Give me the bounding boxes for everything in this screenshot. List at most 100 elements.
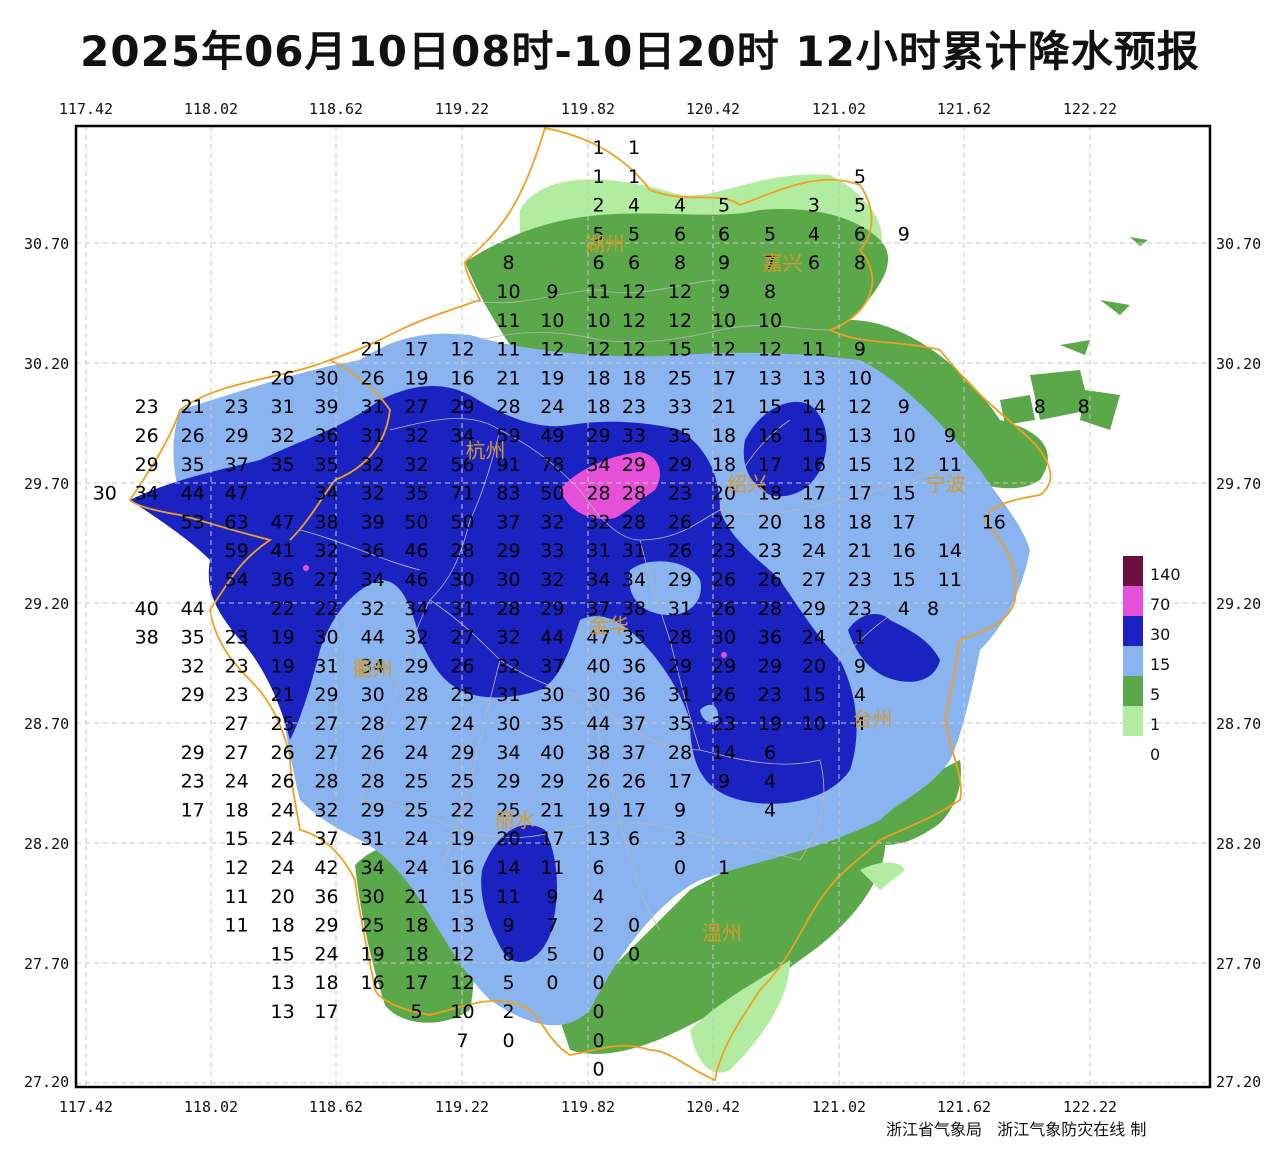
grid-value: 10 — [848, 367, 872, 389]
city-label: 丽水 — [495, 808, 535, 832]
lon-tick-bottom: 119.22 — [434, 1098, 490, 1116]
grid-value: 29 — [802, 598, 826, 620]
precip-area-30-70-lishui — [481, 824, 557, 963]
grid-value: 31 — [668, 598, 692, 620]
grid-value: 17 — [892, 511, 916, 533]
grid-value: 34 — [314, 483, 338, 505]
grid-value: 21 — [496, 367, 520, 389]
grid-value: 8 — [764, 281, 776, 303]
grid-value: 1 — [718, 857, 730, 879]
lat-tick-right: 28.70 — [1216, 715, 1262, 733]
grid-value: 37 — [622, 742, 646, 764]
grid-value: 19 — [404, 367, 428, 389]
grid-value: 12 — [450, 972, 474, 994]
grid-value: 12 — [450, 943, 474, 965]
grid-value: 29 — [314, 684, 338, 706]
grid-value: 10 — [540, 310, 564, 332]
grid-value: 23 — [225, 655, 249, 677]
grid-value: 15 — [892, 483, 916, 505]
grid-value: 30 — [314, 627, 338, 649]
grid-value: 27 — [404, 713, 428, 735]
grid-value: 11 — [496, 339, 520, 361]
grid-value: 17 — [802, 483, 826, 505]
grid-value: 31 — [450, 598, 474, 620]
grid-value: 31 — [586, 540, 610, 562]
legend-swatch-70 — [1123, 586, 1143, 616]
grid-value: 17 — [404, 339, 428, 361]
lon-tick-top: 121.02 — [811, 100, 867, 118]
grid-value: 26 — [758, 569, 782, 591]
grid-value: 28 — [314, 771, 338, 793]
grid-value: 9 — [502, 915, 514, 937]
grid-value: 7 — [546, 915, 558, 937]
grid-value: 59 — [496, 425, 520, 447]
grid-value: 2 — [502, 1001, 514, 1023]
grid-value: 0 — [628, 915, 640, 937]
lat-tick-right: 27.20 — [1216, 1073, 1262, 1091]
grid-value: 4 — [764, 799, 776, 821]
grid-value: 24 — [540, 396, 564, 418]
grid-value: 34 — [404, 598, 428, 620]
grid-value: 7 — [764, 252, 776, 274]
grid-value: 17 — [758, 454, 782, 476]
grid-value: 35 — [668, 713, 692, 735]
grid-value: 71 — [450, 483, 474, 505]
grid-value: 24 — [450, 713, 474, 735]
grid-value: 78 — [540, 454, 564, 476]
grid-value: 18 — [712, 454, 736, 476]
grid-value: 17 — [622, 799, 646, 821]
grid-value: 11 — [938, 454, 962, 476]
grid-value: 30 — [314, 367, 338, 389]
grid-value: 25 — [450, 771, 474, 793]
grid-value: 35 — [668, 425, 692, 447]
grid-value: 21 — [712, 396, 736, 418]
grid-value: 21 — [848, 540, 872, 562]
grid-value: 23 — [622, 396, 646, 418]
grid-value: 34 — [361, 569, 385, 591]
grid-value: 30 — [586, 684, 610, 706]
lat-tick-right: 30.20 — [1216, 355, 1262, 373]
grid-value: 31 — [314, 655, 338, 677]
grid-value: 29 — [668, 655, 692, 677]
legend-swatch-1 — [1123, 706, 1143, 736]
grid-value: 9 — [718, 281, 730, 303]
grid-value: 13 — [271, 972, 295, 994]
grid-value: 16 — [450, 367, 474, 389]
grid-value: 18 — [314, 972, 338, 994]
grid-value: 4 — [898, 598, 910, 620]
legend-label-70: 70 — [1150, 595, 1171, 614]
grid-value: 31 — [361, 828, 385, 850]
grid-value: 50 — [540, 483, 564, 505]
grid-value: 35 — [271, 454, 295, 476]
grid-value: 38 — [622, 598, 646, 620]
grid-value: 13 — [802, 367, 826, 389]
grid-value: 32 — [361, 483, 385, 505]
grid-value: 37 — [314, 828, 338, 850]
grid-value: 29 — [404, 655, 428, 677]
legend-label-5: 5 — [1150, 685, 1161, 704]
grid-value: 28 — [404, 684, 428, 706]
grid-value: 27 — [225, 713, 249, 735]
grid-value: 20 — [496, 828, 520, 850]
grid-value: 0 — [592, 1001, 604, 1023]
grid-value: 29 — [540, 771, 564, 793]
grid-value: 24 — [314, 943, 338, 965]
grid-value: 12 — [586, 339, 610, 361]
grid-value: 21 — [404, 886, 428, 908]
grid-value: 0 — [502, 1030, 514, 1052]
grid-value: 17 — [181, 799, 205, 821]
precip-area-30-70-shaoxing — [743, 401, 827, 497]
grid-value: 30 — [496, 569, 520, 591]
grid-value: 0 — [592, 943, 604, 965]
grid-value: 36 — [271, 569, 295, 591]
grid-value: 32 — [404, 627, 428, 649]
grid-value: 29 — [496, 540, 520, 562]
grid-value: 12 — [622, 339, 646, 361]
grid-value: 20 — [712, 483, 736, 505]
grid-value: 32 — [404, 454, 428, 476]
grid-value: 40 — [135, 598, 159, 620]
grid-value: 32 — [181, 655, 205, 677]
grid-value: 42 — [314, 857, 338, 879]
grid-value: 18 — [271, 915, 295, 937]
map-title: 2025年06月10日08时-10日20时 12小时累计降水预报 — [80, 27, 1200, 76]
